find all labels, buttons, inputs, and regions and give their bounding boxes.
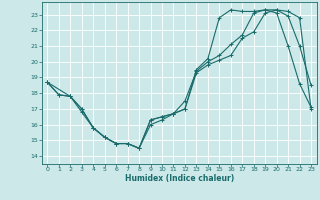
X-axis label: Humidex (Indice chaleur): Humidex (Indice chaleur) — [124, 174, 234, 183]
